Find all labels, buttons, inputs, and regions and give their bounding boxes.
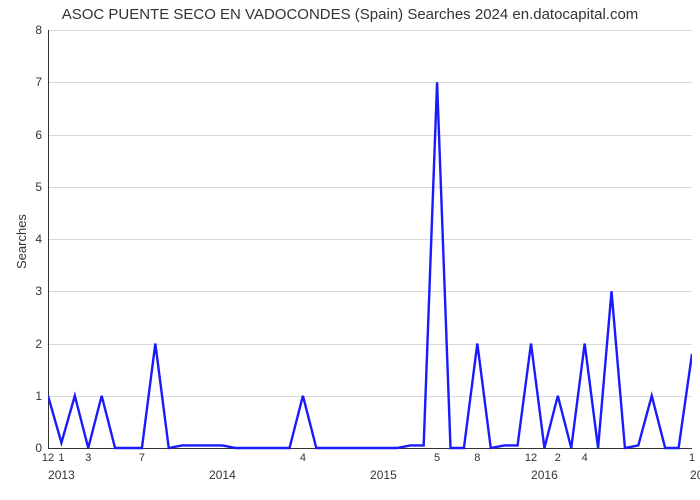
y-tick-label: 3 xyxy=(12,284,42,298)
x-tick-minor-label: 4 xyxy=(582,452,588,464)
x-tick-minor-label: 1 xyxy=(58,452,64,464)
x-tick-minor-label: 12 xyxy=(42,452,54,464)
plot-area xyxy=(48,30,692,448)
x-tick-major-label: 2014 xyxy=(209,468,236,482)
x-tick-minor-label: 3 xyxy=(85,452,91,464)
y-tick-label: 1 xyxy=(12,389,42,403)
x-tick-minor-label: 5 xyxy=(434,452,440,464)
x-tick-minor-label: 1 xyxy=(689,452,695,464)
y-axis-label: Searches xyxy=(14,214,29,269)
chart-title: ASOC PUENTE SECO EN VADOCONDES (Spain) S… xyxy=(0,6,700,23)
x-tick-major-label: 2016 xyxy=(531,468,558,482)
y-tick-label: 5 xyxy=(12,180,42,194)
x-tick-minor-label: 7 xyxy=(139,452,145,464)
series-line xyxy=(48,30,692,450)
y-tick-label: 0 xyxy=(12,441,42,455)
y-tick-label: 8 xyxy=(12,23,42,37)
x-tick-minor-label: 4 xyxy=(300,452,306,464)
x-tick-minor-label: 12 xyxy=(525,452,537,464)
chart-container: ASOC PUENTE SECO EN VADOCONDES (Spain) S… xyxy=(0,0,700,500)
x-tick-major-label: 2013 xyxy=(48,468,75,482)
x-tick-minor-label: 8 xyxy=(474,452,480,464)
x-tick-major-label: 2015 xyxy=(370,468,397,482)
y-tick-label: 7 xyxy=(12,75,42,89)
x-tick-major-label: 201 xyxy=(690,468,700,482)
y-tick-label: 2 xyxy=(12,337,42,351)
y-tick-label: 6 xyxy=(12,128,42,142)
x-tick-minor-label: 2 xyxy=(555,452,561,464)
